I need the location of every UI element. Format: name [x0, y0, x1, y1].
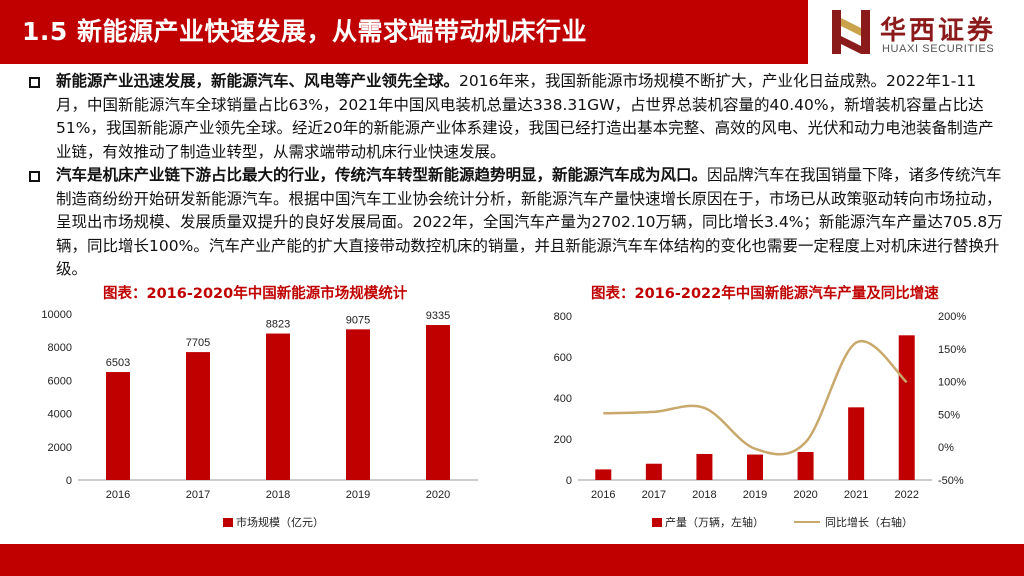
bar-production	[696, 453, 713, 480]
legend-bar-swatch	[223, 517, 233, 527]
y-right-tick-label: 50%	[938, 409, 960, 421]
bar-market-size	[426, 325, 450, 480]
y-tick-label: 0	[66, 475, 72, 487]
bar-data-label: 9075	[346, 314, 370, 326]
x-tick-label: 2017	[186, 489, 210, 501]
x-tick-label: 2016	[106, 489, 130, 501]
x-tick-label: 2018	[266, 489, 290, 501]
y-tick-label: 8000	[48, 342, 72, 354]
x-tick-label: 2017	[642, 489, 666, 501]
y-left-tick-label: 0	[566, 475, 572, 487]
y-right-tick-label: 200%	[938, 311, 966, 323]
y-left-tick-label: 200	[554, 434, 572, 446]
y-tick-label: 6000	[48, 375, 72, 387]
bar-production	[645, 463, 662, 480]
legend-line-swatch	[794, 521, 820, 523]
bar-production	[797, 451, 814, 480]
bar-data-label: 7705	[186, 337, 210, 349]
chart-title-market-size: 图表：2016-2020年中国新能源市场规模统计	[103, 286, 408, 302]
x-tick-label: 2016	[591, 489, 615, 501]
x-tick-label: 2019	[346, 489, 370, 501]
company-logo: 华西证券 HUAXI SECURITIES	[830, 6, 1010, 60]
y-tick-label: 2000	[48, 442, 72, 454]
y-left-tick-label: 800	[554, 311, 572, 323]
y-left-tick-label: 400	[554, 393, 572, 405]
bar-data-label: 6503	[106, 357, 130, 369]
bar-data-label: 9335	[426, 310, 450, 322]
bar-market-size	[106, 372, 130, 480]
legend-bar-swatch	[652, 517, 662, 527]
footer-bar	[0, 544, 1024, 576]
bar-production	[848, 407, 865, 480]
y-tick-label: 10000	[41, 309, 72, 321]
x-tick-label: 2018	[692, 489, 716, 501]
x-tick-label: 2020	[426, 489, 450, 501]
chart-nev-production: 0 200 400 600 800 -50% 0% 50% 100% 150% 200% 2016 20…	[554, 311, 967, 501]
bar-production	[898, 335, 915, 480]
bar-production	[747, 454, 763, 480]
bar-production	[595, 469, 612, 480]
y-left-tick-label: 600	[554, 352, 572, 364]
growth-rate-line	[603, 339, 908, 456]
y-right-tick-label: 100%	[938, 377, 966, 389]
x-tick-label: 2020	[793, 489, 817, 501]
legend-label: 产量（万辆，左轴）	[665, 516, 764, 529]
y-tick-label: 4000	[48, 409, 72, 421]
x-tick-label: 2022	[894, 489, 918, 501]
logo-text-cn: 华西证券	[880, 16, 997, 46]
bullet-square-icon	[29, 171, 40, 182]
x-tick-label: 2019	[743, 489, 767, 501]
page-title: 1.5 新能源产业快速发展，从需求端带动机床行业	[22, 17, 587, 46]
huaxi-logo-icon	[832, 10, 870, 54]
legend-label: 市场规模（亿元）	[236, 516, 324, 529]
paragraph-body: 因品牌汽车在我国销量下降，诸多传统汽车制造商纷纷开始研发新能源汽车。根据中国汽车…	[56, 166, 1003, 278]
bar-market-size	[266, 333, 290, 480]
paragraph-lead: 新能源产业迅速发展，新能源汽车、风电等产业领先全球。	[56, 72, 460, 90]
header-bar: 1.5 新能源产业快速发展，从需求端带动机床行业	[0, 0, 808, 64]
bullet-square-icon	[29, 77, 40, 88]
logo-text-en: HUAXI SECURITIES	[882, 43, 995, 55]
y-right-tick-label: 150%	[938, 344, 966, 356]
bar-market-size	[186, 352, 210, 480]
legend-label: 同比增长（右轴）	[825, 516, 913, 529]
y-right-tick-label: 0%	[938, 442, 954, 454]
chart-market-size: 0 2000 4000 6000 8000 10000 6503 2016 7705 2017 88…	[41, 309, 478, 501]
paragraph-body: 2016年来，我国新能源市场规模不断扩大，产业化日益成熟。2022年1-11月，…	[56, 72, 994, 161]
bar-data-label: 8823	[266, 319, 290, 331]
x-tick-label: 2021	[844, 489, 868, 501]
legend-market-size: 市场规模（亿元）	[223, 514, 324, 530]
y-right-tick-label: -50%	[938, 475, 964, 487]
chart-title-nev-production: 图表：2016-2022年中国新能源汽车产量及同比增速	[591, 286, 939, 302]
paragraph-automotive: 汽车是机床产业链下游占比最大的行业，传统汽车转型新能源趋势明显，新能源汽车成为风…	[56, 164, 1006, 282]
legend-nev-production: 产量（万辆，左轴） 同比增长（右轴）	[652, 514, 913, 530]
paragraph-new-energy: 新能源产业迅速发展，新能源汽车、风电等产业领先全球。2016年来，我国新能源市场…	[56, 70, 1006, 164]
paragraph-lead: 汽车是机床产业链下游占比最大的行业，传统汽车转型新能源趋势明显，新能源汽车成为风…	[56, 166, 708, 184]
bar-market-size	[346, 329, 370, 480]
